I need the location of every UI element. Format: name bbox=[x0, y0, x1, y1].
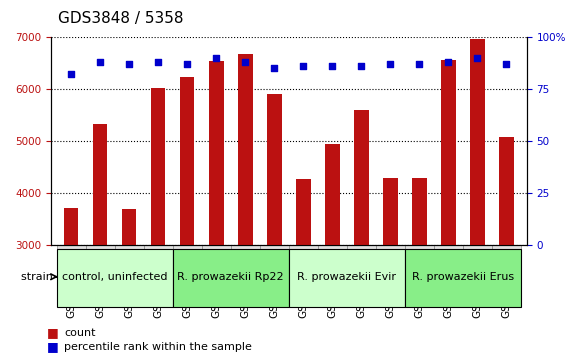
FancyBboxPatch shape bbox=[405, 245, 434, 277]
FancyBboxPatch shape bbox=[376, 245, 405, 277]
Point bbox=[66, 72, 76, 77]
Bar bbox=[470, 39, 485, 354]
FancyBboxPatch shape bbox=[405, 249, 521, 307]
Bar bbox=[64, 208, 78, 354]
Point bbox=[153, 59, 163, 64]
Bar bbox=[122, 209, 137, 354]
Point bbox=[386, 61, 395, 67]
Point bbox=[328, 63, 337, 69]
Bar bbox=[238, 55, 253, 354]
Point bbox=[124, 61, 134, 67]
Text: count: count bbox=[64, 328, 95, 338]
Point bbox=[299, 63, 308, 69]
Point bbox=[473, 55, 482, 61]
FancyBboxPatch shape bbox=[144, 245, 173, 277]
Text: strain: strain bbox=[21, 272, 57, 282]
Point bbox=[241, 59, 250, 64]
FancyBboxPatch shape bbox=[57, 245, 85, 277]
Bar bbox=[325, 144, 340, 354]
Bar bbox=[267, 94, 282, 354]
FancyBboxPatch shape bbox=[114, 245, 144, 277]
Bar bbox=[151, 88, 166, 354]
FancyBboxPatch shape bbox=[347, 245, 376, 277]
Bar bbox=[180, 77, 195, 354]
Point bbox=[270, 65, 279, 71]
Bar bbox=[383, 178, 397, 354]
Point bbox=[502, 61, 511, 67]
FancyBboxPatch shape bbox=[173, 245, 202, 277]
Text: R. prowazekii Erus: R. prowazekii Erus bbox=[412, 272, 514, 282]
FancyBboxPatch shape bbox=[202, 245, 231, 277]
FancyBboxPatch shape bbox=[57, 249, 173, 307]
Bar bbox=[499, 137, 514, 354]
Point bbox=[357, 63, 366, 69]
Bar bbox=[296, 179, 311, 354]
FancyBboxPatch shape bbox=[434, 245, 463, 277]
FancyBboxPatch shape bbox=[173, 249, 289, 307]
FancyBboxPatch shape bbox=[318, 245, 347, 277]
Point bbox=[182, 61, 192, 67]
Bar bbox=[209, 61, 224, 354]
FancyBboxPatch shape bbox=[289, 245, 318, 277]
FancyBboxPatch shape bbox=[289, 249, 405, 307]
Bar bbox=[441, 60, 456, 354]
Text: ■: ■ bbox=[46, 326, 58, 339]
FancyBboxPatch shape bbox=[85, 245, 114, 277]
Point bbox=[444, 59, 453, 64]
Bar bbox=[354, 110, 368, 354]
Text: GDS3848 / 5358: GDS3848 / 5358 bbox=[58, 11, 184, 25]
Text: ■: ■ bbox=[46, 341, 58, 353]
Point bbox=[95, 59, 105, 64]
FancyBboxPatch shape bbox=[260, 245, 289, 277]
Point bbox=[415, 61, 424, 67]
FancyBboxPatch shape bbox=[231, 245, 260, 277]
FancyBboxPatch shape bbox=[492, 245, 521, 277]
FancyBboxPatch shape bbox=[463, 245, 492, 277]
Text: percentile rank within the sample: percentile rank within the sample bbox=[64, 342, 252, 352]
Point bbox=[211, 55, 221, 61]
Bar bbox=[412, 178, 426, 354]
Text: R. prowazekii Evir: R. prowazekii Evir bbox=[297, 272, 396, 282]
Bar bbox=[93, 124, 107, 354]
Text: R. prowazekii Rp22: R. prowazekii Rp22 bbox=[177, 272, 284, 282]
Text: control, uninfected: control, uninfected bbox=[62, 272, 167, 282]
